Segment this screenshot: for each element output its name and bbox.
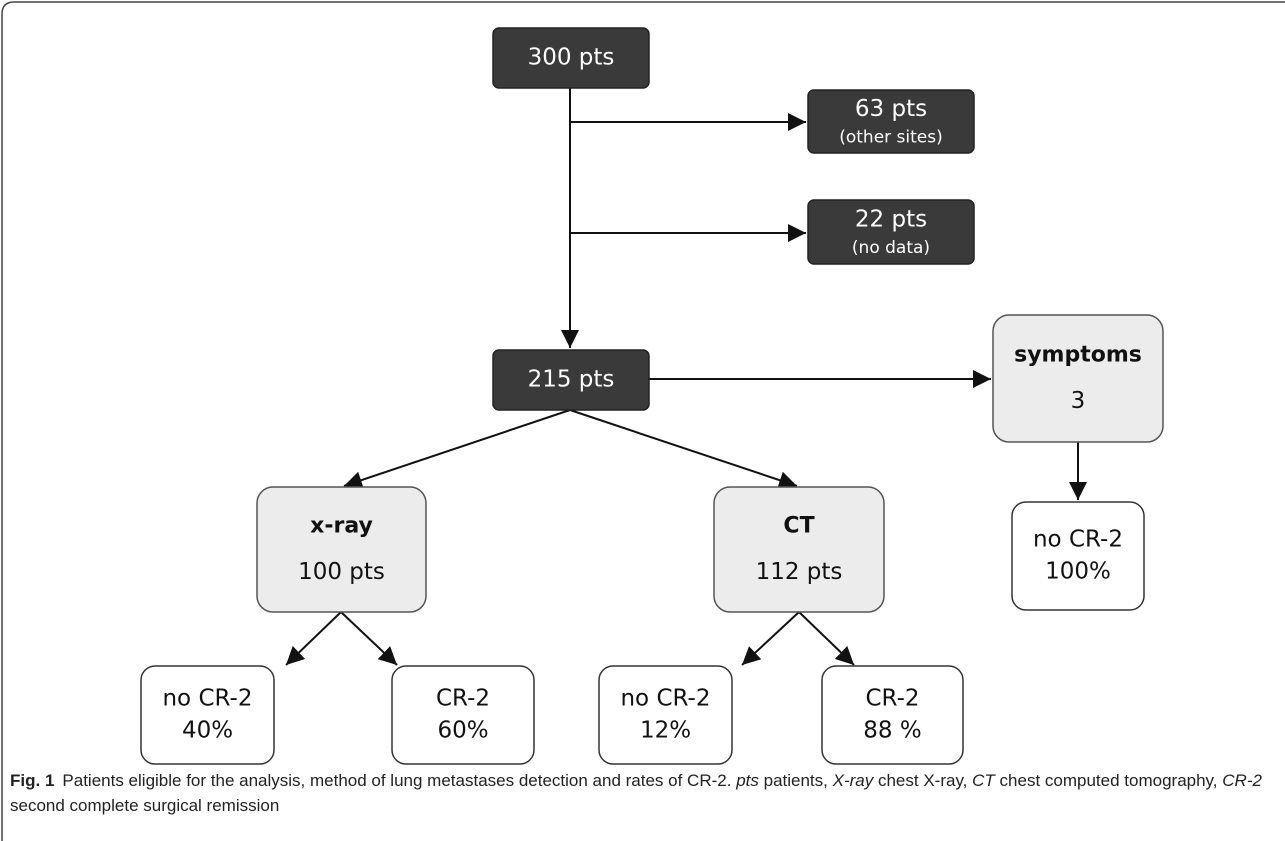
node-text: 112 pts <box>756 559 843 585</box>
node-box <box>992 314 1164 443</box>
node: 215 pts <box>492 349 650 411</box>
node-box <box>821 665 964 765</box>
node-box <box>1011 501 1145 611</box>
node-text: 100% <box>1045 559 1111 585</box>
node-box <box>492 349 650 411</box>
abbr-definition: chest X-ray, <box>877 771 968 790</box>
node: CR-2 88 % <box>821 665 964 765</box>
node: symptoms 3 <box>992 314 1164 443</box>
node: 63 pts (other sites) <box>807 89 975 154</box>
node-text: 3 <box>1071 388 1086 414</box>
arrow <box>798 611 855 666</box>
node: no CR-2 40% <box>140 665 275 765</box>
node-box <box>598 665 733 765</box>
node: x-ray 100 pts <box>256 486 427 613</box>
node-box <box>391 665 535 765</box>
abbr-definition: patients, <box>763 771 828 790</box>
node: CR-2 60% <box>391 665 535 765</box>
node-title: x-ray <box>310 514 373 539</box>
node-text: no CR-2 <box>620 686 710 712</box>
node-text: 88 % <box>863 718 921 744</box>
abbr-definition: chest computed tomography, <box>999 771 1218 790</box>
arrow <box>569 409 798 489</box>
abbr-term: X-ray <box>832 771 874 790</box>
caption-label: Fig. 1 <box>10 771 55 790</box>
node-text: CR-2 <box>865 686 919 712</box>
connectors <box>285 88 1087 666</box>
node-title: CT <box>783 514 814 539</box>
node-text: 60% <box>437 718 488 744</box>
node-text: (no data) <box>852 238 930 258</box>
node: 22 pts (no data) <box>807 199 975 265</box>
node-text: no CR-2 <box>1033 527 1123 553</box>
node-text: 63 pts <box>855 96 927 122</box>
node-text: 40% <box>182 718 233 744</box>
node-text: 12% <box>640 718 691 744</box>
caption: Fig. 1 Patients eligible for the analysis… <box>10 768 1270 818</box>
abbr-definition: second complete surgical remission <box>10 796 280 815</box>
node-box <box>713 486 885 613</box>
node-text: (other sites) <box>839 128 943 148</box>
node-box <box>492 27 650 89</box>
arrow <box>340 611 398 666</box>
node-box <box>807 89 975 154</box>
node: no CR-2 100% <box>1011 501 1145 611</box>
abbr-term: pts <box>736 771 759 790</box>
node: no CR-2 12% <box>598 665 733 765</box>
caption-text: Patients eligible for the analysis, meth… <box>62 771 732 790</box>
node-text: 300 pts <box>528 45 615 71</box>
node: 300 pts <box>492 27 650 89</box>
arrow <box>285 611 342 666</box>
abbr-term: CT <box>972 771 995 790</box>
arrow <box>741 611 800 666</box>
node-text: no CR-2 <box>162 686 252 712</box>
node-text: 100 pts <box>298 559 385 585</box>
node-text: CR-2 <box>436 686 490 712</box>
arrow <box>343 409 571 489</box>
node-text: 215 pts <box>528 367 615 393</box>
node-title: symptoms <box>1014 343 1142 368</box>
node-box <box>256 486 427 613</box>
abbreviations: pts patients, X-ray chest X-ray, CT ches… <box>10 771 1262 815</box>
node-box <box>140 665 275 765</box>
node-box <box>807 199 975 265</box>
abbr-term: CR-2 <box>1222 771 1262 790</box>
node-text: 22 pts <box>855 207 927 233</box>
node: CT 112 pts <box>713 486 885 613</box>
